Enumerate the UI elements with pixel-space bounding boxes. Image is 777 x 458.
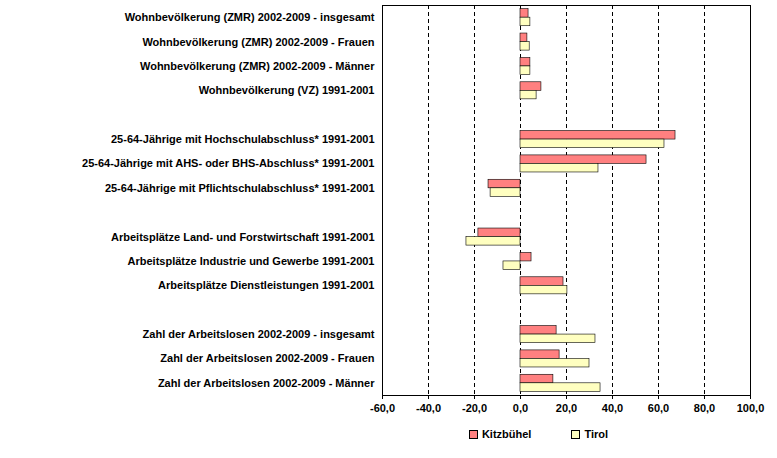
svg-text:40,0: 40,0 bbox=[602, 402, 623, 414]
svg-text:100,0: 100,0 bbox=[737, 402, 765, 414]
svg-text:-60,0: -60,0 bbox=[370, 402, 395, 414]
svg-text:0,0: 0,0 bbox=[513, 402, 528, 414]
svg-text:Wohnbevölkerung (ZMR) 2002-200: Wohnbevölkerung (ZMR) 2002-2009 - Frauen bbox=[142, 36, 374, 48]
html-text:Kitzbühel: Kitzbühel bbox=[481, 428, 532, 440]
svg-text:80,0: 80,0 bbox=[694, 402, 715, 414]
svg-text:Zahl der Arbeitslosen 2002-200: Zahl der Arbeitslosen 2002-2009 - insges… bbox=[143, 328, 375, 340]
svg-text:Zahl der Arbeitslosen 2002-200: Zahl der Arbeitslosen 2002-2009 - Frauen bbox=[160, 352, 374, 364]
svg-text:60,0: 60,0 bbox=[648, 402, 669, 414]
html-text:Tirol: Tirol bbox=[584, 428, 609, 440]
svg-text:Wohnbevölkerung (ZMR) 2002-200: Wohnbevölkerung (ZMR) 2002-2009 - insges… bbox=[125, 11, 375, 23]
svg-text:-40,0: -40,0 bbox=[416, 402, 441, 414]
svg-text:20,0: 20,0 bbox=[556, 402, 577, 414]
svg-text:25-64-Jährige mit Hochschulabs: 25-64-Jährige mit Hochschulabschluss* 19… bbox=[111, 133, 375, 145]
svg-text:Zahl der Arbeitslosen 2002-200: Zahl der Arbeitslosen 2002-2009 - Männer bbox=[158, 377, 375, 389]
svg-text:Wohnbevölkerung (VZ) 1991-2001: Wohnbevölkerung (VZ) 1991-2001 bbox=[199, 84, 375, 96]
svg-text:25-64-Jährige mit Pflichtschul: 25-64-Jährige mit Pflichtschulabschluss*… bbox=[105, 182, 375, 194]
svg-text:Arbeitsplätze Land- und Forstw: Arbeitsplätze Land- und Forstwirtschaft … bbox=[111, 231, 374, 243]
svg-text:Wohnbevölkerung (ZMR) 2002-200: Wohnbevölkerung (ZMR) 2002-2009 - Männer bbox=[140, 60, 375, 72]
svg-text:25-64-Jährige mit AHS- oder BH: 25-64-Jährige mit AHS- oder BHS-Abschlus… bbox=[82, 157, 374, 169]
svg-text:Arbeitsplätze Dienstleistungen: Arbeitsplätze Dienstleistungen 1991-2001 bbox=[158, 279, 374, 291]
svg-text:-20,0: -20,0 bbox=[462, 402, 487, 414]
svg-text:Arbeitsplätze Industrie und Ge: Arbeitsplätze Industrie und Gewerbe 1991… bbox=[128, 255, 375, 267]
